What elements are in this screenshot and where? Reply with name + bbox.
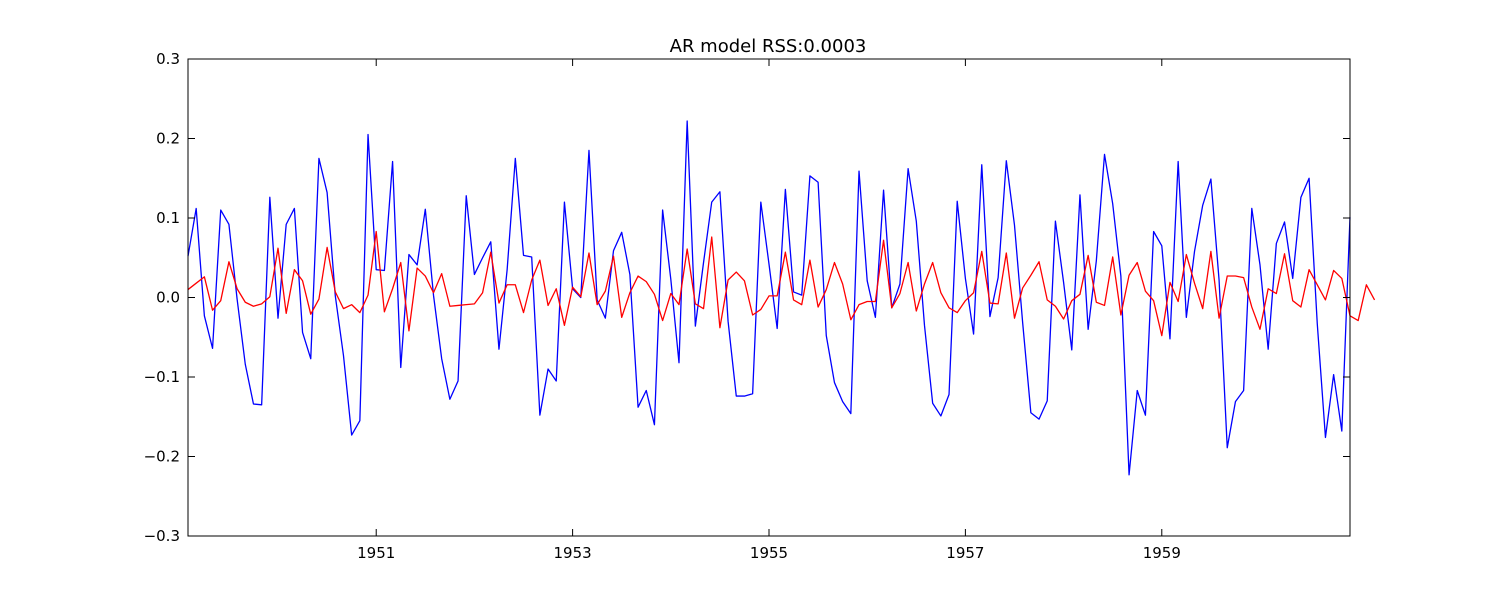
x-tick-label: 1955 bbox=[750, 544, 788, 562]
chart-title: AR model RSS:0.0003 bbox=[670, 36, 867, 57]
series-line-2 bbox=[187, 230, 1376, 337]
x-tick-label: 1951 bbox=[357, 544, 395, 562]
series-line-1 bbox=[187, 120, 1351, 476]
y-axis: 0.3 0.2 0.1 0.0 −0.1 −0.2 −0.3 bbox=[144, 50, 1350, 545]
y-tick-label: −0.3 bbox=[144, 527, 180, 545]
x-tick-label: 1959 bbox=[1143, 544, 1181, 562]
x-tick-label: 1957 bbox=[946, 544, 984, 562]
x-tick-label: 1953 bbox=[554, 544, 592, 562]
y-tick-label: 0.1 bbox=[156, 209, 180, 227]
plot-area-frame bbox=[187, 58, 1351, 537]
y-tick-label: 0.0 bbox=[156, 289, 180, 307]
y-tick-label: −0.1 bbox=[144, 368, 180, 386]
y-tick-label: 0.2 bbox=[156, 130, 180, 148]
series-layer bbox=[187, 120, 1376, 476]
x-axis: 1951 1953 1955 1957 1959 bbox=[357, 59, 1181, 562]
y-tick-label: 0.3 bbox=[156, 50, 180, 68]
y-tick-label: −0.2 bbox=[144, 448, 180, 466]
